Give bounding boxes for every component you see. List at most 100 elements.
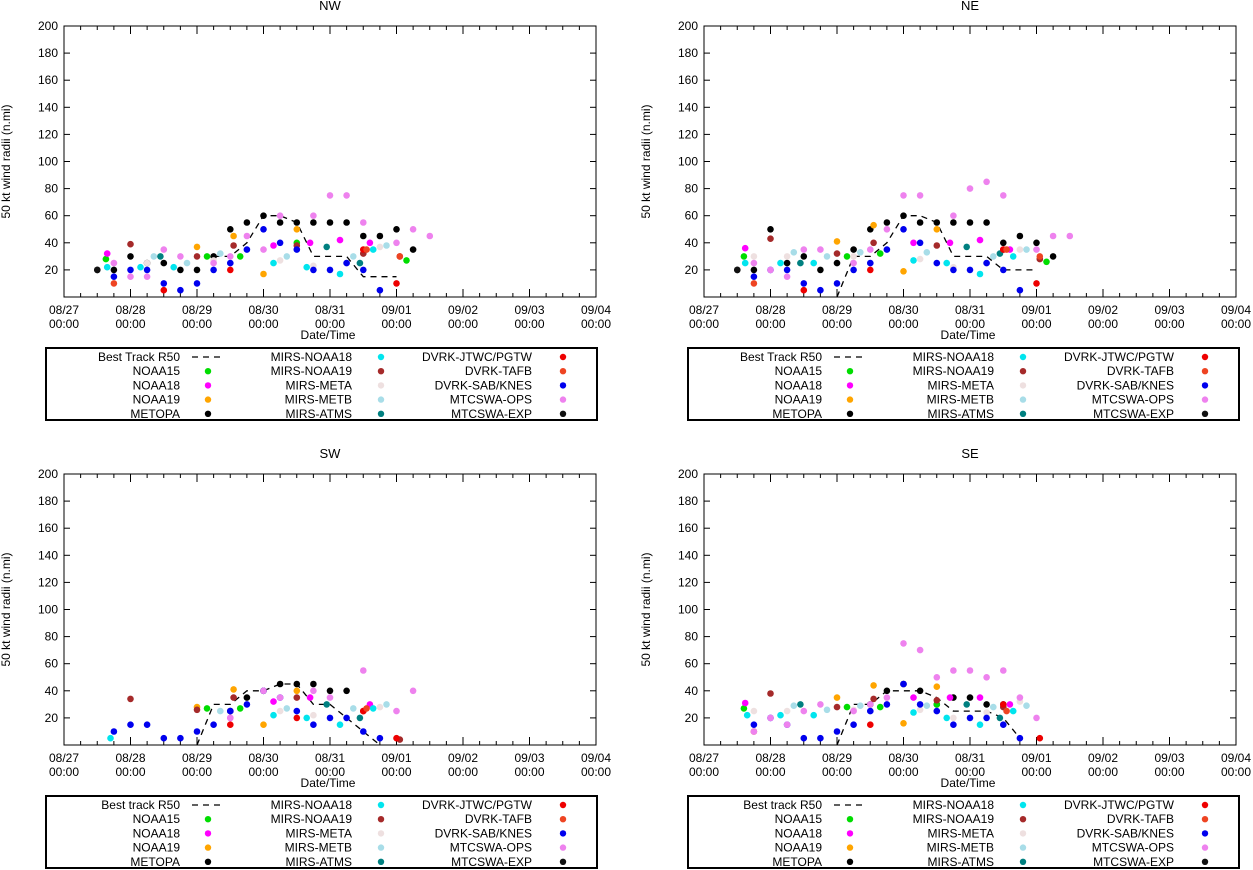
point-noaa18	[103, 250, 111, 257]
x-tick-label: 09/01	[381, 751, 411, 765]
point-dvrk-jtwc-pgtw	[160, 286, 168, 294]
legend-marker	[846, 396, 854, 403]
x-tick-label-time: 00:00	[182, 317, 212, 331]
point-noaa19	[293, 687, 301, 695]
y-tick-label: 200	[678, 467, 698, 481]
y-tick-label: 40	[45, 684, 59, 698]
legend-label: MIRS-METB	[927, 393, 994, 407]
point-mtcswa-ops	[326, 192, 334, 199]
point-dvrk-sab-knes	[817, 734, 824, 742]
legend-marker	[1201, 382, 1209, 389]
legend-marker	[377, 368, 385, 375]
point-dvrk-sab-knes	[360, 266, 367, 274]
point-mirs-noaa18	[303, 714, 311, 722]
legend-label: DVRK-TAFB	[1107, 812, 1174, 826]
point-metopa	[1049, 253, 1057, 260]
x-tick-label-time: 00:00	[115, 317, 145, 331]
y-tick-label: 100	[678, 603, 698, 617]
point-mirs-noaa19	[767, 690, 774, 697]
point-mirs-noaa18	[810, 259, 817, 267]
point-dvrk-sab-knes	[293, 246, 301, 253]
point-dvrk-tafb	[110, 280, 118, 287]
legend-marker	[204, 382, 212, 389]
point-metopa	[966, 694, 974, 701]
point-mirs-meta	[783, 707, 791, 715]
legend-label: NOAA15	[775, 812, 823, 826]
x-tick-label-time: 00:00	[822, 317, 852, 331]
y-tick-label: 120	[678, 127, 698, 141]
legend-label: MIRS-NOAA18	[271, 350, 353, 364]
point-noaa18	[741, 244, 749, 252]
legend-label: DVRK-TAFB	[465, 364, 532, 378]
panel-nw: NW2040608010012014016018020008/2700:0008…	[0, 0, 611, 342]
legend-label: Best track R50	[743, 798, 822, 812]
legend-label: DVRK-JTWC/PGTW	[1064, 350, 1175, 364]
point-mirs-noaa18	[1009, 253, 1017, 260]
x-tick-label: 08/27	[49, 303, 79, 317]
point-mirs-meta	[983, 709, 990, 716]
point-mirs-noaa18	[777, 259, 784, 267]
point-mirs-noaa19	[127, 695, 134, 703]
point-dvrk-sab-knes	[817, 286, 824, 294]
legend-label: NOAA15	[133, 812, 181, 826]
point-mtcswa-ops	[783, 721, 791, 728]
legend-marker	[1019, 816, 1027, 823]
point-mtcswa-ops	[177, 253, 184, 260]
point-mirs-metb	[990, 703, 997, 711]
point-mirs-noaa19	[767, 235, 774, 242]
x-axis-label: Date/Time	[941, 328, 996, 342]
x-tick-label: 09/04	[1221, 303, 1251, 317]
point-metopa	[293, 219, 301, 226]
point-mirs-metb	[823, 253, 831, 260]
legend-marker	[1201, 368, 1209, 375]
point-mtcswa-ops	[916, 646, 924, 654]
y-tick-label: 100	[38, 155, 58, 169]
point-mtcswa-ops	[160, 246, 168, 253]
point-mirs-noaa19	[127, 240, 134, 248]
legend-marker	[846, 844, 854, 851]
point-noaa15	[203, 253, 211, 260]
point-mtcswa-ops	[243, 232, 251, 240]
point-metopa	[800, 253, 808, 260]
point-mirs-metb	[350, 253, 357, 260]
point-dvrk-jtwc-pgtw	[393, 734, 400, 742]
point-noaa19	[193, 243, 201, 251]
legend-label: DVRK-TAFB	[465, 812, 532, 826]
legend-marker	[377, 858, 385, 865]
y-tick-label: 200	[38, 467, 58, 481]
point-mirs-metb	[923, 249, 931, 256]
point-dvrk-sab-knes	[160, 280, 168, 287]
y-tick-label: 120	[38, 575, 58, 589]
legend-marker	[1019, 368, 1027, 375]
point-mirs-atms	[356, 714, 364, 722]
y-tick-label: 120	[678, 575, 698, 589]
point-mirs-atms	[996, 714, 1004, 722]
x-tick-label-time: 00:00	[581, 765, 611, 779]
best-track-line	[836, 690, 1021, 746]
point-dvrk-sab-knes	[750, 273, 758, 281]
chart-title: SW	[320, 446, 342, 461]
y-tick-label: 100	[678, 155, 698, 169]
point-metopa	[110, 266, 118, 274]
point-metopa	[343, 687, 350, 695]
point-mtcswa-ops	[127, 273, 134, 281]
point-metopa	[293, 680, 301, 688]
point-noaa15	[843, 703, 851, 711]
x-tick-label: 09/04	[1221, 751, 1251, 765]
legend-label: METOPA	[772, 407, 822, 421]
point-mtcswa-ops	[1000, 667, 1007, 674]
point-dvrk-sab-knes	[326, 266, 334, 274]
legend-marker	[846, 858, 854, 865]
point-noaa15	[740, 705, 748, 712]
point-mirs-noaa19	[230, 242, 237, 249]
point-mtcswa-ops	[260, 246, 267, 253]
point-mtcswa-ops	[343, 192, 350, 199]
chart-title: NE	[961, 0, 979, 13]
legend-label: DVRK-SAB/KNES	[435, 826, 532, 840]
y-axis-label: 50 kt wind radii (n.mi)	[0, 104, 13, 218]
legend-label: NOAA19	[775, 841, 823, 855]
point-metopa	[1033, 239, 1040, 247]
